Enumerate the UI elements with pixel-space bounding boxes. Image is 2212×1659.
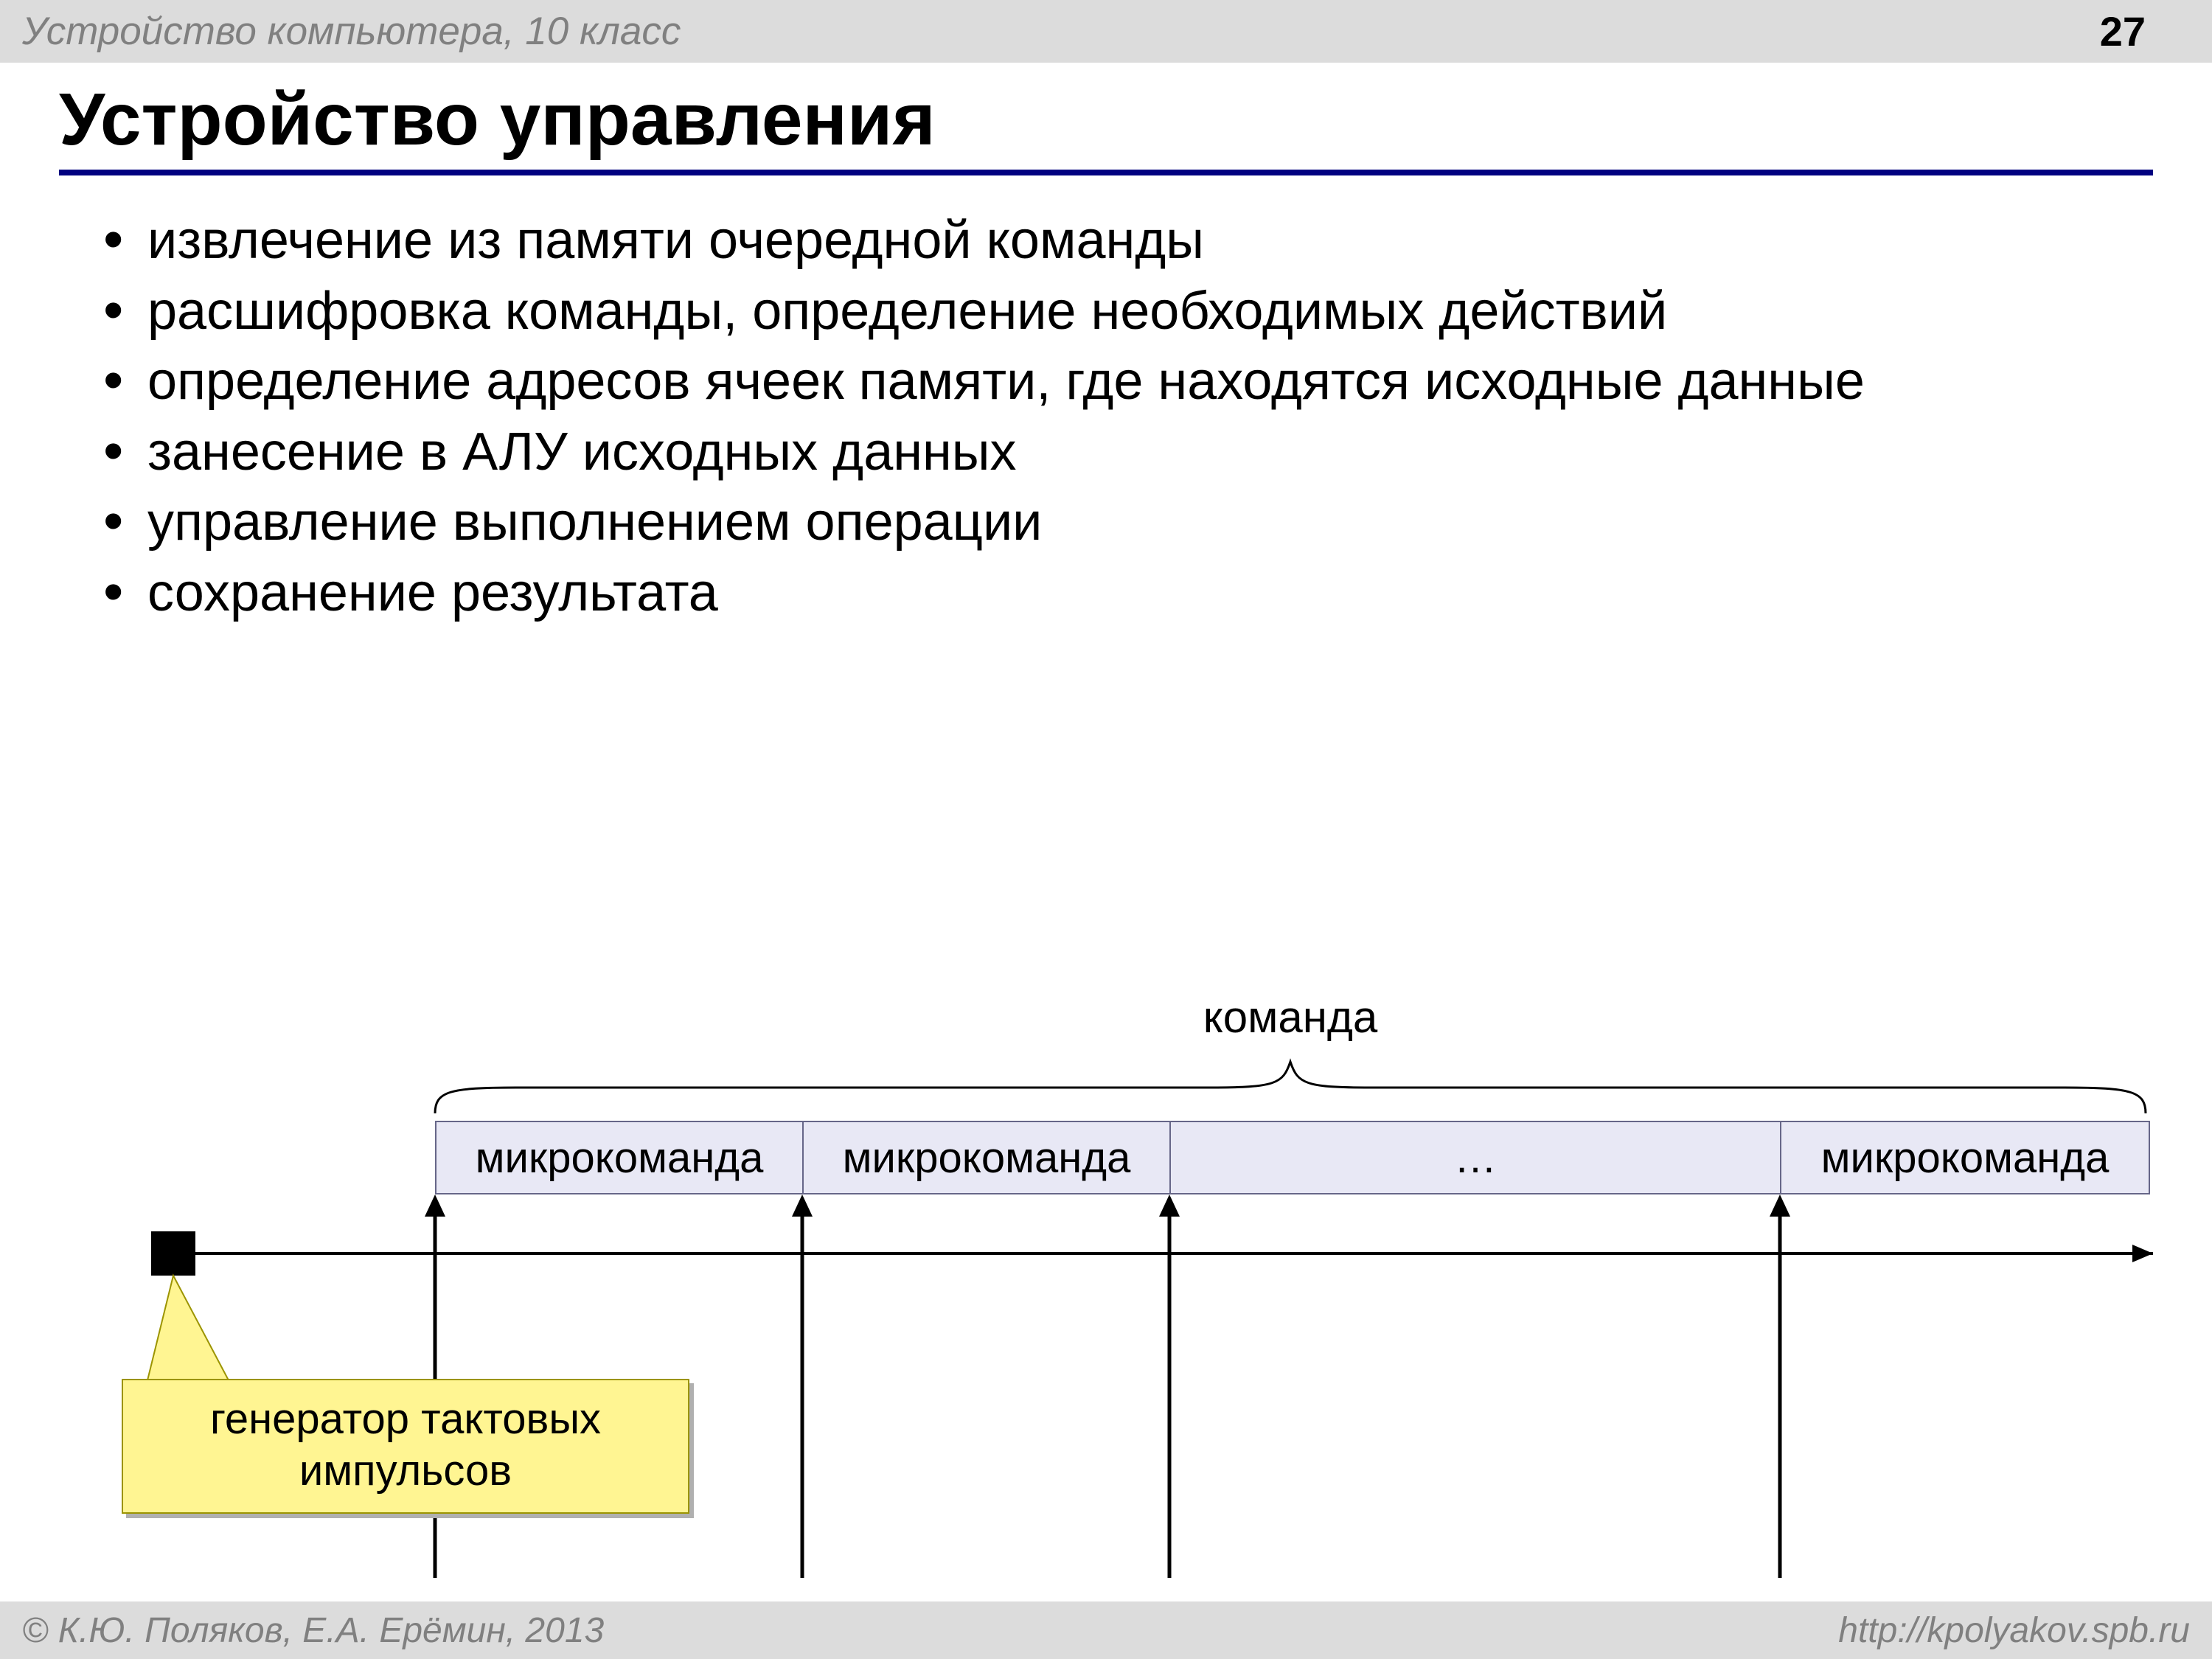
footer-copyright: © К.Ю. Поляков, Е.А. Ерёмин, 2013 bbox=[22, 1610, 604, 1651]
callout-line-2: импульсов bbox=[153, 1445, 658, 1497]
callout-line-1: генератор тактовых bbox=[153, 1394, 658, 1445]
footer-bar: © К.Ю. Поляков, Е.А. Ерёмин, 2013 http:/… bbox=[0, 1601, 2212, 1659]
footer-url: http://kpolyakov.spb.ru bbox=[1838, 1610, 2190, 1651]
clock-generator-callout: генератор тактовых импульсов bbox=[122, 1379, 689, 1514]
